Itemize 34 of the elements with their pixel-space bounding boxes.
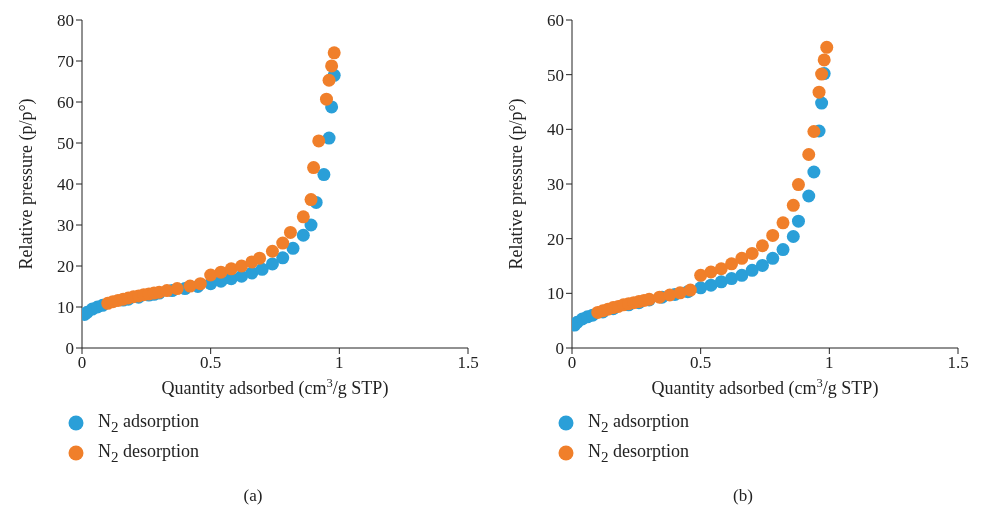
text: (a) — [242, 486, 264, 506]
y-tick-label: 30 — [547, 175, 564, 195]
y-tick-label: 20 — [57, 257, 74, 277]
y-tick-label: 30 — [57, 216, 74, 236]
legend-label: N$_{2}$ desorption — [98, 440, 199, 466]
x-tick-label: 1 — [825, 353, 834, 373]
y-tick-label: 60 — [57, 93, 74, 113]
y-axis-title: Relative pressure (p/p°) — [506, 98, 527, 270]
y-tick-label: 50 — [57, 134, 74, 154]
y-tick-label: 70 — [57, 52, 74, 72]
legend-label: N$_{2}$ adsorption — [588, 410, 689, 436]
y-tick-label: 10 — [547, 284, 564, 304]
x-axis-title: Quantity adsorbed (cm$^{3}$/g STP) — [651, 376, 879, 399]
x-tick-label: 1.5 — [947, 353, 969, 373]
y-tick-label: 40 — [57, 175, 74, 195]
x-tick-label: 0 — [567, 353, 577, 373]
y-tick-label: 0 — [555, 339, 564, 359]
legend-label: N$_{2}$ adsorption — [98, 410, 199, 436]
x-tick-label: 0 — [77, 353, 87, 373]
x-tick-label: 0.5 — [690, 353, 712, 373]
x-axis-title: Quantity adsorbed (cm$^{3}$/g STP) — [161, 376, 389, 399]
y-tick-label: 0 — [65, 339, 74, 359]
y-tick-label: 20 — [547, 229, 564, 249]
x-tick-label: 1 — [335, 353, 344, 373]
y-tick-label: 60 — [547, 11, 564, 31]
x-tick-label: 1.5 — [457, 353, 479, 373]
y-tick-label: 40 — [547, 120, 564, 140]
y-axis-title: Relative pressure (p/p°) — [16, 98, 37, 270]
legend-label: N$_{2}$ desorption — [588, 440, 689, 466]
y-tick-label: 80 — [57, 11, 74, 31]
y-tick-label: 10 — [57, 298, 74, 318]
x-tick-label: 0.5 — [200, 353, 222, 373]
text: (b) — [732, 486, 754, 506]
y-tick-label: 50 — [547, 65, 564, 85]
